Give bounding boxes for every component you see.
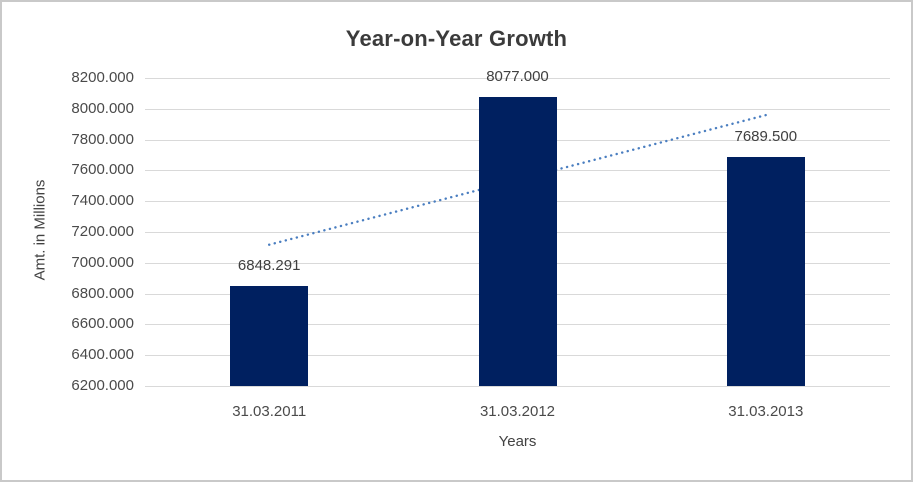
x-tick-label: 31.03.2011 [232, 403, 307, 420]
bar-31.03.2011[interactable] [230, 286, 309, 386]
gridline [145, 386, 890, 387]
y-tick-label: 6400.000 [71, 346, 134, 364]
data-label: 6848.291 [237, 257, 301, 275]
y-tick-label: 6800.000 [71, 284, 134, 302]
y-tick-label: 7600.000 [71, 161, 134, 179]
y-axis-title: Amt. in Millions [31, 179, 49, 281]
y-tick-label: 7000.000 [71, 253, 134, 271]
x-tick-label: 31.03.2012 [479, 403, 556, 420]
bar-31.03.2012[interactable] [478, 96, 557, 386]
y-tick-label: 8000.000 [71, 99, 134, 117]
y-tick-label: 8200.000 [71, 69, 134, 86]
x-tick-label: 31.03.2013 [728, 403, 804, 420]
bar-31.03.2013[interactable] [726, 156, 805, 386]
data-label: 8077.000 [486, 67, 549, 85]
y-tick-label: 6200.000 [71, 377, 134, 394]
y-tick-label: 7200.000 [71, 223, 134, 240]
data-label: 7689.500 [734, 127, 798, 145]
chart-title: Year-on-Year Growth [345, 26, 568, 51]
y-tick-label: 7800.000 [71, 130, 134, 148]
y-tick-label: 7400.000 [71, 192, 134, 210]
gridline [145, 78, 890, 79]
plot-area: 6848.291 8077.000 7689.500 [145, 68, 890, 387]
x-axis-title: Years [498, 433, 537, 450]
y-tick-label: 6600.000 [71, 315, 134, 333]
